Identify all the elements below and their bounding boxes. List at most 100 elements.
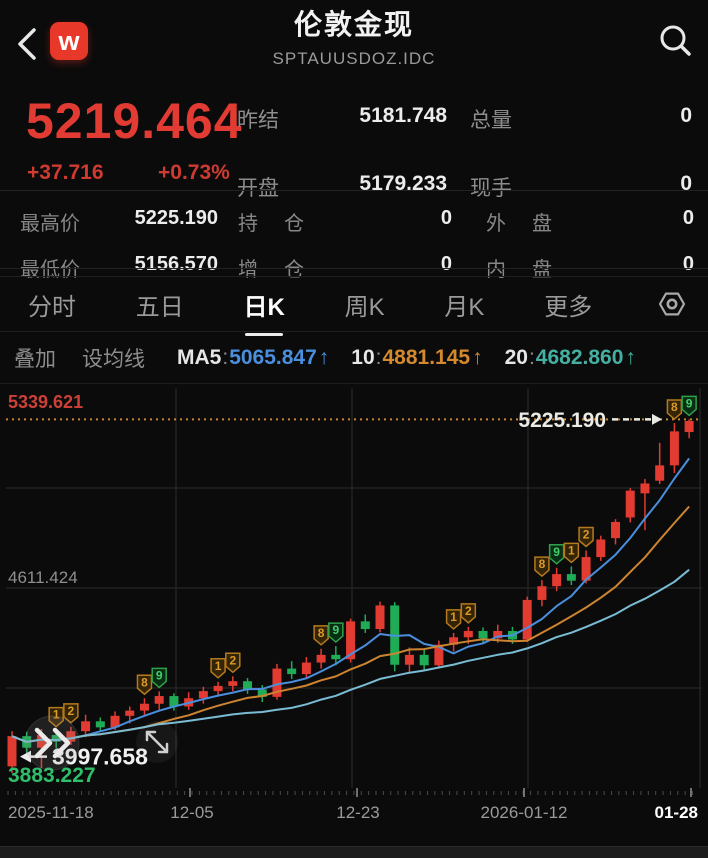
td-seq-number: 8 bbox=[671, 400, 678, 414]
td-seq-number: 1 bbox=[53, 708, 60, 722]
td-seq-number: 8 bbox=[318, 626, 325, 640]
candle bbox=[684, 421, 694, 433]
candle bbox=[36, 735, 46, 748]
candle bbox=[566, 574, 576, 581]
pos-change-label: 增仓 bbox=[238, 259, 330, 281]
ma10-legend: 10:4881.145 ↑ bbox=[351, 346, 483, 369]
candle bbox=[154, 696, 164, 704]
logo-letter: w bbox=[58, 25, 80, 56]
candle bbox=[301, 662, 311, 675]
td-seq-number: 9 bbox=[553, 545, 560, 559]
candle bbox=[139, 703, 149, 711]
candle bbox=[625, 490, 635, 518]
divider bbox=[0, 190, 708, 191]
back-button[interactable] bbox=[10, 22, 44, 66]
candle bbox=[596, 539, 606, 558]
pos-change-value: 0 bbox=[440, 253, 452, 275]
candle bbox=[287, 668, 297, 675]
tab-daily-k[interactable]: 日K bbox=[242, 283, 287, 326]
prev-settle-label: 昨结 bbox=[237, 109, 279, 132]
header: w 伦敦金现 SPTAUUSDOZ.IDC bbox=[0, 0, 708, 88]
candle bbox=[522, 599, 532, 640]
ma5-legend: MA5:5065.847 ↑ bbox=[177, 346, 330, 369]
candle bbox=[95, 721, 105, 728]
up-arrow-icon: ↑ bbox=[625, 346, 636, 369]
ma20-legend: 20:4682.860 ↑ bbox=[504, 346, 636, 369]
td-seq-badge bbox=[460, 603, 477, 624]
chart-settings-button[interactable] bbox=[650, 284, 694, 324]
candle bbox=[655, 465, 665, 481]
candlestick-chart[interactable]: 1 28 91 28 91 289 128 95339.6214611.4243883.227… bbox=[0, 385, 708, 858]
candle bbox=[257, 689, 267, 697]
tab-intraday[interactable]: 分时 bbox=[28, 293, 76, 321]
y-axis-label-top: 5339.621 bbox=[8, 392, 83, 412]
tab-5day[interactable]: 五日 bbox=[135, 293, 184, 321]
td-seq-badge bbox=[445, 609, 462, 630]
candle bbox=[449, 637, 459, 645]
td-seq-number: 1 bbox=[450, 610, 457, 624]
back-chevron-icon bbox=[18, 28, 36, 60]
inner-label: 内盘 bbox=[486, 259, 578, 281]
td-seq-number: 9 bbox=[686, 396, 693, 410]
low-label: 最低价 bbox=[20, 259, 80, 281]
open-label: 开盘 bbox=[237, 177, 279, 200]
td-seq-number: 1 bbox=[215, 659, 222, 673]
set-ma-button[interactable]: 设均线 bbox=[82, 348, 145, 371]
outer-value: 0 bbox=[682, 207, 694, 229]
candle bbox=[66, 731, 76, 742]
search-button[interactable] bbox=[654, 20, 696, 64]
prev-settle-value: 5181.748 bbox=[359, 104, 447, 127]
td-seq-number: 9 bbox=[332, 623, 339, 637]
overlay-button[interactable]: 叠加 bbox=[14, 348, 56, 371]
candle bbox=[404, 654, 414, 665]
price-change-pct: +0.73% bbox=[158, 161, 230, 184]
resize-handle[interactable] bbox=[136, 721, 178, 763]
current-volume-value: 0 bbox=[680, 172, 692, 195]
tab-monthly-k[interactable]: 月K bbox=[444, 293, 485, 321]
indicator-bar: 叠加 设均线 MA5:5065.847 ↑ 10:4881.145 ↑ 20:468… bbox=[0, 333, 708, 384]
candle bbox=[125, 710, 135, 716]
candle bbox=[537, 586, 547, 600]
x-axis-date-label: 12-23 bbox=[336, 803, 379, 822]
candle bbox=[493, 630, 503, 639]
page-title: 伦敦金现 bbox=[293, 9, 414, 40]
ma5-line bbox=[11, 457, 690, 743]
td-seq-badge bbox=[681, 395, 697, 417]
candle bbox=[463, 630, 473, 638]
y-axis-label-bottom: 3883.227 bbox=[8, 764, 96, 787]
high-arrow-head bbox=[652, 413, 662, 425]
x-axis-date-label: 2026-01-12 bbox=[481, 803, 568, 822]
candle bbox=[581, 557, 591, 581]
candle bbox=[419, 654, 429, 666]
up-arrow-icon: ↑ bbox=[472, 346, 483, 369]
td-seq-badge bbox=[328, 622, 344, 644]
tab-weekly-k[interactable]: 周K bbox=[344, 293, 385, 321]
candle bbox=[669, 431, 679, 466]
td-seq-badge bbox=[210, 658, 226, 679]
up-arrow-icon: ↑ bbox=[318, 346, 330, 369]
wind-app-logo: w bbox=[50, 22, 88, 60]
divider bbox=[0, 268, 708, 269]
candle bbox=[213, 685, 223, 692]
td-seq-number: 8 bbox=[141, 675, 148, 689]
td-seq-number: 2 bbox=[465, 604, 472, 618]
title-block: 伦敦金现 SPTAUUSDOZ.IDC bbox=[120, 8, 588, 69]
outer-label: 外盘 bbox=[486, 213, 578, 235]
candle bbox=[316, 654, 326, 663]
td-seq-badge bbox=[225, 652, 241, 674]
candle bbox=[552, 574, 562, 587]
double-chevron-button[interactable] bbox=[24, 715, 80, 771]
td-seq-badge bbox=[313, 625, 329, 646]
candle bbox=[7, 736, 17, 767]
td-seq-number: 8 bbox=[539, 557, 546, 571]
td-seq-badge bbox=[578, 526, 594, 548]
td-seq-number: 9 bbox=[156, 668, 163, 682]
tab-more[interactable]: 更多 bbox=[544, 293, 593, 321]
candle bbox=[611, 521, 621, 539]
td-seq-number: 2 bbox=[68, 704, 75, 718]
high-price-label: 5225.190 bbox=[518, 409, 606, 432]
bottom-edge bbox=[0, 846, 708, 858]
td-seq-badge bbox=[666, 399, 683, 421]
y-axis-label-mid: 4611.424 bbox=[8, 568, 78, 587]
td-seq-number: 2 bbox=[229, 653, 236, 667]
